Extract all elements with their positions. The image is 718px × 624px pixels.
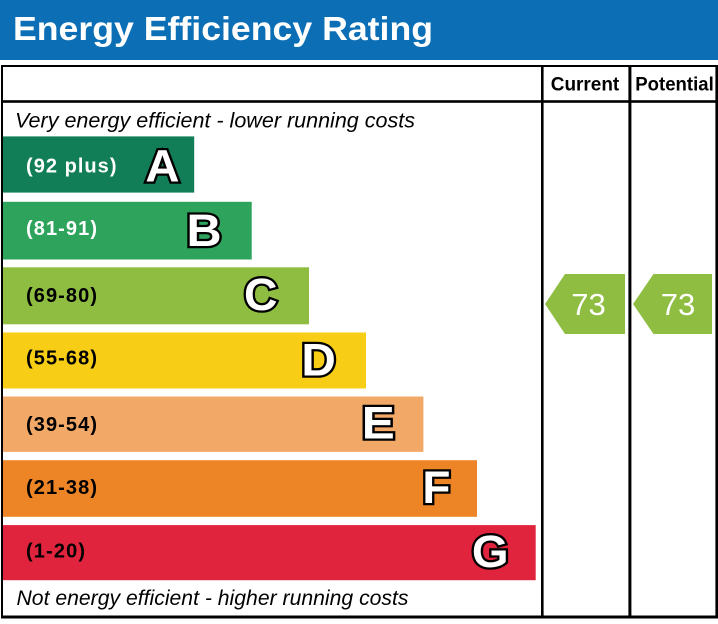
- svg-text:Potential: Potential: [635, 74, 714, 96]
- svg-text:C: C: [244, 270, 277, 320]
- svg-text:(39-54): (39-54): [26, 414, 97, 436]
- svg-text:(69-80): (69-80): [26, 285, 97, 307]
- svg-text:Current: Current: [551, 74, 620, 96]
- svg-text:D: D: [301, 335, 335, 385]
- svg-text:(1-20): (1-20): [26, 541, 85, 563]
- svg-text:73: 73: [661, 287, 695, 322]
- svg-text:G: G: [472, 526, 509, 577]
- svg-text:Energy Efficiency Rating: Energy Efficiency Rating: [13, 10, 433, 47]
- svg-text:(55-68): (55-68): [26, 348, 97, 370]
- svg-text:A: A: [145, 140, 179, 191]
- svg-text:E: E: [362, 399, 395, 449]
- svg-text:73: 73: [571, 287, 605, 322]
- svg-text:(21-38): (21-38): [26, 477, 97, 499]
- svg-text:B: B: [186, 206, 221, 256]
- svg-text:(92 plus): (92 plus): [26, 156, 117, 178]
- svg-text:Not energy efficient - higher: Not energy efficient - higher running co…: [17, 586, 409, 610]
- svg-text:(81-91): (81-91): [26, 218, 97, 240]
- svg-text:Very energy efficient - lower: Very energy efficient - lower running co…: [15, 109, 415, 133]
- svg-text:F: F: [422, 463, 450, 513]
